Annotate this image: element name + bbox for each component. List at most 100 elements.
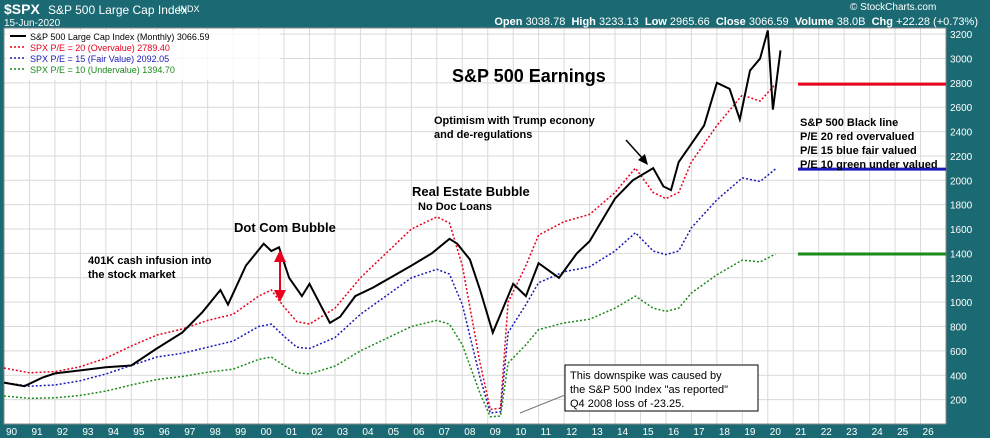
key-line-1: S&P 500 Black line (800, 117, 898, 129)
x-tick-label: 95 (133, 427, 145, 438)
x-tick-label: 17 (693, 427, 705, 438)
chart-title: S&P 500 Earnings (452, 66, 606, 86)
x-tick-label: 24 (872, 427, 884, 438)
y-tick-label: 1200 (950, 274, 973, 285)
x-tick-label: 19 (744, 427, 756, 438)
gap-arrow-down-head (274, 290, 286, 302)
x-tick-label: 96 (159, 427, 171, 438)
y-tick-label: 2000 (950, 176, 973, 187)
x-tick-label: 91 (31, 427, 43, 438)
legend-entry: SPX P/E = 20 (Overvalue) 2789.40 (30, 43, 170, 53)
annotation-401k-2: the stock market (88, 269, 176, 281)
x-tick-label: 05 (388, 427, 400, 438)
trump-arrow-head (638, 154, 648, 165)
plot-border (3, 27, 947, 425)
y-tick-label: 1400 (950, 249, 973, 260)
x-tick-label: 04 (362, 427, 374, 438)
key-line-3: P/E 15 blue fair valued (800, 145, 917, 157)
note-line-2: the S&P 500 Index "as reported" (570, 384, 728, 396)
exchange-label: INDX (178, 4, 200, 14)
grid (3, 27, 947, 425)
x-tick-label: 13 (592, 427, 604, 438)
x-tick-label: 97 (184, 427, 196, 438)
x-tick-label: 08 (464, 427, 476, 438)
y-tick-label: 3000 (950, 54, 973, 65)
x-tick-label: 06 (413, 427, 425, 438)
y-tick-label: 2200 (950, 152, 973, 163)
x-tick-label: 03 (337, 427, 349, 438)
open-label: Open (494, 16, 523, 28)
series-lines (3, 30, 782, 418)
ticker-description: S&P 500 Large Cap Index (48, 3, 188, 17)
x-tick-label: 18 (719, 427, 731, 438)
y-tick-label: 2800 (950, 79, 973, 90)
x-tick-label: 90 (6, 427, 18, 438)
x-tick-label: 11 (541, 427, 552, 438)
x-tick-label: 12 (566, 427, 578, 438)
y-tick-label: 1600 (950, 225, 973, 236)
y-tick-label: 2400 (950, 128, 973, 139)
note-line-1: This downspike was caused by (570, 370, 722, 382)
series-line (3, 30, 782, 388)
x-tick-label: 21 (795, 427, 807, 438)
legend-box (6, 30, 280, 80)
x-tick-label: 01 (286, 427, 298, 438)
open-value: 3038.78 (525, 16, 566, 28)
x-tick-label: 93 (82, 427, 94, 438)
series-line (3, 168, 776, 414)
reference-lines (798, 82, 946, 256)
x-tick-label: 10 (515, 427, 527, 438)
x-tick-label: 99 (235, 427, 247, 438)
x-axis: 90 91 92 93 94 95 96 97 98 99 00 01 02 03 04 05 06 07 08 09… (6, 427, 934, 438)
y-tick-label: 2600 (950, 103, 973, 114)
close-label: Close (715, 16, 746, 28)
y-tick-label: 600 (950, 347, 967, 358)
gap-arrow-up-head (274, 250, 286, 262)
y-tick-label: 200 (950, 396, 967, 407)
y-tick-label: 1800 (950, 201, 973, 212)
note-line-3: Q4 2008 loss of -23.25. (570, 398, 684, 410)
legend: S&P 500 Large Cap Index (Monthly) 3066.5… (6, 30, 280, 80)
note-pointer (519, 394, 566, 414)
y-tick-label: 1000 (950, 298, 973, 309)
x-tick-label: 94 (108, 427, 120, 438)
volume-label: Volume (794, 16, 834, 28)
annotation-dotcom: Dot Com Bubble (234, 220, 336, 235)
y-axis: 200 400 600 800 1000 1200 1400 1600 1800 2000 2200… (950, 30, 973, 407)
x-tick-label: 02 (312, 427, 324, 438)
note-box (564, 364, 759, 412)
key-line-4: P/E 10 green under valued (800, 159, 938, 171)
x-tick-label: 20 (770, 427, 782, 438)
legend-entry: SPX P/E = 15 (Fair Value) 2092.05 (30, 54, 169, 64)
x-tick-label: 22 (821, 427, 833, 438)
y-tick-label: 800 (950, 323, 967, 334)
annotation-trump-2: and de-regulations (434, 129, 532, 141)
x-tick-label: 07 (439, 427, 451, 438)
x-tick-label: 09 (490, 427, 502, 438)
annotation-realestate-1: Real Estate Bubble (412, 184, 530, 199)
high-label: High (571, 16, 596, 28)
volume-value: 38.0B (836, 16, 866, 28)
x-tick-label: 16 (668, 427, 680, 438)
y-tick-label: 400 (950, 371, 967, 382)
ticker-symbol: $SPX (4, 1, 40, 17)
x-tick-label: 98 (210, 427, 222, 438)
series-line (3, 253, 776, 418)
x-tick-label: 26 (923, 427, 935, 438)
y-tick-label: 3200 (950, 30, 973, 41)
chg-value: +22.28 (+0.73%) (896, 16, 978, 28)
legend-entry: S&P 500 Large Cap Index (Monthly) 3066.5… (30, 32, 209, 42)
x-tick-label: 15 (642, 427, 654, 438)
x-tick-label: 92 (57, 427, 69, 438)
annotation-realestate-2: No Doc Loans (418, 201, 492, 213)
legend-entry: SPX P/E = 10 (Undervalue) 1394.70 (30, 65, 175, 75)
annotation-401k-1: 401K cash infusion into (88, 255, 212, 267)
x-tick-label: 00 (261, 427, 273, 438)
trump-arrow-shaft (625, 139, 645, 161)
low-label: Low (644, 16, 667, 28)
plot-area (4, 28, 946, 424)
high-value: 3233.13 (598, 16, 639, 28)
chart-date: 15-Jun-2020 (4, 18, 61, 29)
chg-label: Chg (871, 16, 893, 28)
